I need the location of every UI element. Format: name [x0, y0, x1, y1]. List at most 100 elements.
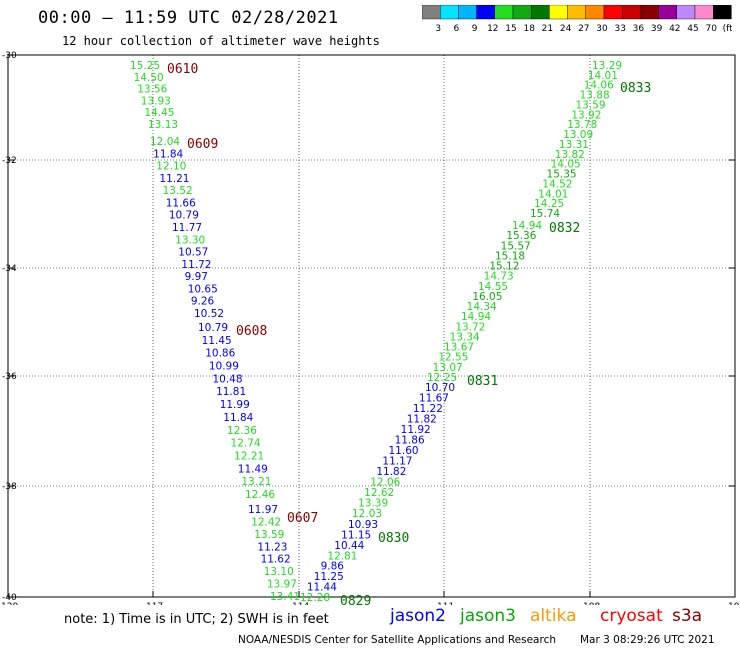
legend-cryosat: cryosat: [600, 606, 663, 626]
wave-height-value: 12.03: [352, 508, 382, 520]
colorbar-label: 24: [560, 24, 572, 34]
colorbar-label: 42: [669, 24, 680, 34]
wave-height-value: 10.48: [212, 373, 242, 385]
wave-height-value: 14.73: [484, 271, 514, 283]
wave-height-value: 11.84: [153, 148, 183, 160]
wave-height-value: 12.25: [427, 372, 457, 384]
wave-height-value: 13.56: [137, 84, 167, 96]
wave-height-map: -30 -32 -34 -36 -38 -40-120 -117 -114 -111 -108 -1…: [0, 51, 740, 605]
lon-label: -114: [289, 602, 310, 605]
lat-label: -30: [2, 51, 17, 61]
wave-height-value: 14.94: [461, 311, 491, 323]
wave-height-value: 12.28: [300, 592, 330, 604]
wave-height-value: 11.77: [172, 222, 202, 234]
wave-height-value: 12.42: [251, 516, 281, 528]
wave-height-value: 14.55: [478, 281, 508, 293]
wave-height-value: 11.92: [401, 424, 431, 436]
wave-height-value: 11.45: [202, 335, 232, 347]
lat-label: -36: [2, 372, 17, 382]
wave-height-value: 11.67: [419, 393, 449, 405]
wave-height-value: 12.04: [150, 136, 180, 148]
footer-credit: NOAA/NESDIS Center for Satellite Applica…: [238, 634, 556, 646]
wave-height-value: 11.82: [376, 466, 406, 478]
wave-height-value: 13.41: [270, 591, 300, 603]
lat-label: -38: [2, 482, 17, 492]
wave-height-value: 11.15: [341, 529, 371, 541]
wave-height-value: 16.05: [472, 291, 502, 303]
lat-label: -40: [2, 593, 17, 603]
wave-height-value: 13.92: [571, 109, 601, 121]
colorbar-label: 15: [505, 24, 516, 34]
pass-time-label: 0833: [620, 81, 651, 96]
wave-height-value: 11.23: [257, 541, 287, 553]
colorbar-label: 27: [578, 24, 589, 34]
wave-height-value: 15.12: [489, 261, 519, 273]
wave-height-value: 12.74: [231, 438, 261, 450]
colorbar-label: 12: [487, 24, 498, 34]
wave-height-value: 14.01: [588, 70, 618, 82]
wave-height-value: 11.82: [407, 414, 437, 426]
lon-label: -108: [580, 602, 601, 605]
legend-jason3: jason3: [460, 606, 516, 626]
wave-height-value: 13.67: [444, 342, 474, 354]
legend-s3a: s3a: [672, 606, 703, 626]
pass-time-label: 0610: [167, 62, 198, 77]
wave-height-value: 12.21: [234, 450, 264, 462]
pass-time-label: 0609: [187, 137, 218, 152]
wave-height-value: 13.78: [567, 119, 597, 131]
lon-label: -105: [725, 602, 740, 605]
wave-height-value: 13.93: [141, 95, 171, 107]
wave-height-value: 11.86: [395, 435, 425, 447]
wave-height-value: 11.81: [216, 386, 246, 398]
note-text: note: 1) Time is in UTC; 2) SWH is in fe…: [64, 612, 329, 627]
legend-altika: altika: [530, 606, 577, 626]
colorbar-label: (ft): [723, 24, 732, 34]
colorbar-label: 21: [542, 24, 553, 34]
wave-height-value: 9.26: [191, 296, 215, 308]
wave-height-value: 11.49: [238, 463, 268, 475]
colorbar-label: 36: [633, 24, 645, 34]
colorbar-label: 6: [454, 24, 460, 34]
footer-timestamp: Mar 3 08:29:26 UTC 2021: [580, 634, 715, 646]
wave-height-value: 13.72: [455, 321, 485, 333]
wave-height-value: 14.06: [584, 80, 614, 92]
colorbar-label: 30: [596, 24, 608, 34]
wave-height-value: 12.10: [156, 161, 186, 173]
colorbar-label: 18: [523, 24, 535, 34]
wave-height-value: 13.52: [163, 185, 193, 197]
lon-label: -111: [434, 602, 454, 605]
wave-height-value: 13.59: [254, 529, 284, 541]
wave-height-value: 15.36: [506, 230, 536, 242]
wave-height-value: 12.55: [438, 352, 468, 364]
lat-label: -34: [2, 264, 17, 274]
wave-height-value: 11.72: [181, 259, 211, 271]
wave-height-value: 11.17: [382, 456, 412, 468]
wave-height-value: 13.59: [575, 99, 605, 111]
wave-height-value: 10.57: [178, 247, 208, 259]
colorbar-label: 45: [687, 24, 698, 34]
wave-height-value: 13.29: [592, 60, 622, 72]
wave-height-value: 11.99: [220, 399, 250, 411]
wave-height-value: 12.06: [370, 477, 400, 489]
lon-label: -117: [143, 602, 163, 605]
wave-height-value: 14.52: [542, 178, 572, 190]
wave-height-value: 14.45: [144, 107, 174, 119]
wave-height-value: 10.86: [205, 348, 235, 360]
wave-height-value: 14.94: [512, 220, 542, 232]
pass-time-label: 0831: [467, 374, 498, 389]
wave-height-value: 14.50: [134, 72, 164, 84]
wave-height-value: 14.34: [467, 301, 497, 313]
wave-height-value: 13.07: [433, 362, 463, 374]
pass-time-label: 0830: [378, 531, 409, 546]
legend-jason2: jason2: [390, 606, 446, 626]
map-title: 00:00 – 11:59 UTC 02/28/2021: [38, 8, 339, 28]
wave-height-value: 9.97: [185, 271, 208, 283]
wave-height-value: 15.35: [547, 169, 577, 181]
wave-height-value: 11.22: [413, 403, 443, 415]
wave-height-value: 15.25: [130, 60, 160, 72]
wave-height-value: 10.93: [348, 519, 378, 531]
wave-height-value: 13.82: [555, 149, 585, 161]
wave-height-value: 10.65: [188, 283, 218, 295]
wave-height-value: 13.34: [450, 331, 480, 343]
wave-height-value: 14.25: [534, 198, 564, 210]
